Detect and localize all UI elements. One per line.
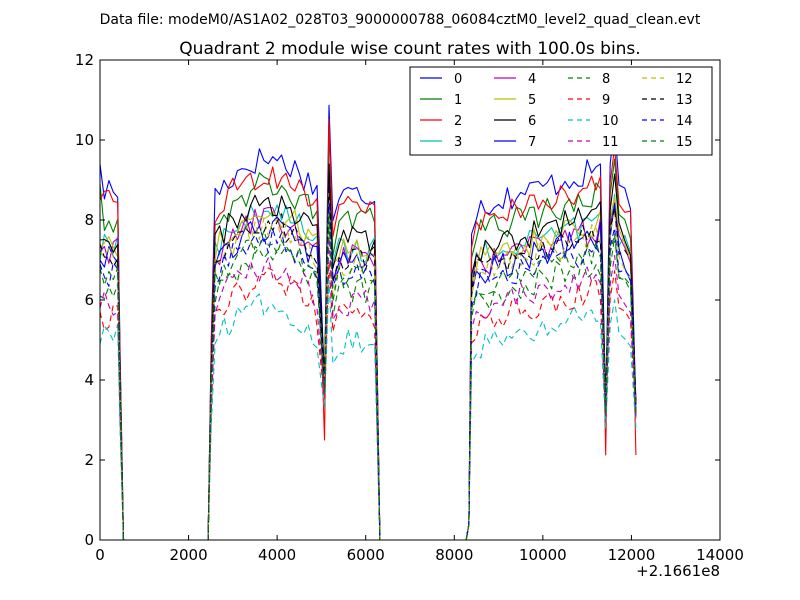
series-layer (99, 104, 637, 541)
legend-label-11: 11 (602, 135, 619, 150)
series-line-6 (99, 163, 637, 541)
series-line-11 (99, 236, 637, 541)
legend-label-1: 1 (454, 93, 462, 108)
legend-label-12: 12 (676, 72, 693, 87)
chart-title: Quadrant 2 module wise count rates with … (179, 39, 640, 59)
y-tick-label: 6 (84, 291, 94, 309)
x-tick-label: 6000 (347, 546, 385, 564)
legend-label-2: 2 (454, 114, 462, 129)
legend-label-7: 7 (528, 135, 536, 150)
series-line-7 (99, 182, 637, 541)
x-offset-label: +2.1661e8 (636, 562, 720, 580)
axes-layer: 0 2000 4000 6000 8000 10000 12000 1400002468101… (75, 51, 744, 564)
y-tick-label: 0 (84, 531, 94, 549)
series-line-4 (99, 172, 637, 541)
legend-label-3: 3 (454, 135, 462, 150)
series-line-2 (99, 118, 637, 541)
legend-label-6: 6 (528, 114, 536, 129)
chart-suptitle: Data file: modeM0/AS1A02_028T03_90000007… (100, 12, 701, 28)
x-tick-label: 8000 (435, 546, 473, 564)
legend-label-0: 0 (454, 72, 462, 87)
x-tick-label: 2000 (169, 546, 207, 564)
legend-label-14: 14 (676, 114, 693, 129)
series-line-14 (99, 202, 637, 541)
y-tick-label: 2 (84, 451, 94, 469)
x-tick-label: 0 (95, 546, 105, 564)
legend-label-15: 15 (676, 135, 693, 150)
series-line-1 (99, 128, 637, 541)
x-tick-label: 4000 (258, 546, 296, 564)
x-tick-label: 12000 (608, 546, 656, 564)
legend-label-13: 13 (676, 93, 693, 108)
y-tick-label: 4 (84, 371, 94, 389)
y-tick-label: 8 (84, 211, 94, 229)
y-tick-label: 10 (75, 131, 94, 149)
y-tick-label: 12 (75, 51, 94, 69)
legend-label-8: 8 (602, 72, 610, 87)
series-line-0 (99, 104, 637, 541)
legend-label-4: 4 (528, 72, 536, 87)
series-line-12 (99, 193, 637, 541)
series-line-9 (99, 261, 637, 541)
legend-label-5: 5 (528, 93, 536, 108)
series-line-8 (99, 221, 637, 541)
series-line-13 (99, 177, 637, 541)
legend-label-9: 9 (602, 93, 610, 108)
series-line-5 (99, 167, 637, 541)
x-tick-label: 14000 (696, 546, 744, 564)
legend-label-10: 10 (602, 114, 619, 129)
series-line-15 (99, 212, 637, 541)
legend-frame (409, 66, 713, 156)
x-tick-label: 10000 (519, 546, 567, 564)
